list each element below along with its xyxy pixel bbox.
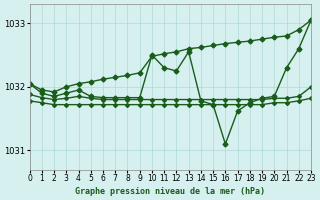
- X-axis label: Graphe pression niveau de la mer (hPa): Graphe pression niveau de la mer (hPa): [75, 187, 265, 196]
